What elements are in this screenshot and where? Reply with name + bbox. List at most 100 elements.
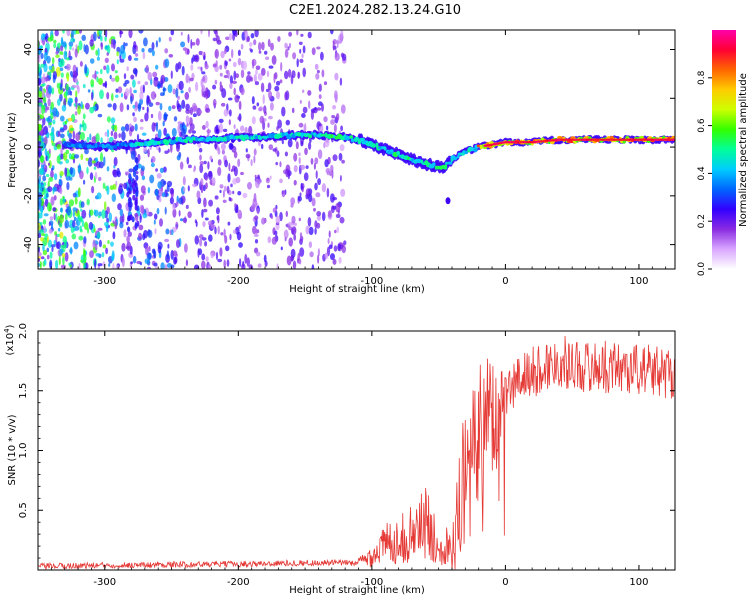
spectrogram-noise-cell bbox=[255, 69, 258, 75]
spectrogram-noise-cell bbox=[150, 91, 156, 100]
spectrogram-noise-cell bbox=[72, 192, 77, 198]
spectrogram-noise-cell bbox=[254, 215, 259, 221]
spectrogram-noise-cell bbox=[231, 48, 234, 59]
spectrogram-noise-cell bbox=[78, 30, 83, 34]
spectrogram-noise-cell bbox=[105, 247, 108, 255]
spectrogram-noise-cell bbox=[309, 251, 314, 258]
spectrogram-noise-cell bbox=[314, 157, 319, 165]
spectrogram-noise-cell bbox=[300, 182, 303, 191]
spectrogram-noise-cell bbox=[256, 207, 260, 215]
spectrogram-noise-cell bbox=[66, 63, 71, 71]
spectrogram-noise-cell bbox=[104, 222, 109, 227]
spectrogram-noise-cell bbox=[69, 71, 73, 76]
spectrogram-noise-cell bbox=[142, 84, 145, 94]
spectrogram-noise-cell bbox=[52, 57, 55, 65]
spectrogram-noise-cell bbox=[203, 55, 206, 61]
spectrogram-noise-cell bbox=[89, 209, 94, 216]
spectrogram-noise-cell bbox=[267, 236, 272, 244]
spectrogram-noise-cell bbox=[40, 155, 44, 164]
spectrogram-noise-cell bbox=[192, 105, 198, 111]
spectrogram-noise-cell bbox=[184, 91, 190, 100]
spectrogram-noise-cell bbox=[125, 221, 129, 226]
spectrogram-noise-cell bbox=[201, 260, 206, 269]
spectrogram-noise-cell bbox=[229, 233, 232, 241]
snr-panel: -300 -200 -100 0 100 0.5 1.0 1.5 2.0 Height of … bbox=[3, 323, 676, 596]
spectrogram-ridge-peak bbox=[521, 141, 526, 144]
spectrogram-noise-cell bbox=[78, 131, 81, 135]
spectrogram-noise-cell bbox=[323, 81, 328, 86]
spectrogram-noise-cell bbox=[240, 69, 245, 78]
spectrogram-noise-cell bbox=[250, 33, 255, 39]
spectrogram-noise-cell bbox=[248, 125, 253, 135]
spectrogram-noise-cell bbox=[123, 182, 128, 189]
spectrogram-noise-cell bbox=[237, 116, 241, 121]
spectrogram-ridge-peak bbox=[559, 138, 564, 141]
spectrogram-noise-cell bbox=[220, 232, 224, 236]
spectrogram-noise-cell bbox=[74, 48, 78, 58]
spectrogram-noise-cell bbox=[223, 228, 226, 238]
spectrogram-noise-cell bbox=[248, 264, 254, 269]
spectrogram-noise-cell bbox=[59, 133, 65, 139]
spectrogram-noise-cell bbox=[261, 143, 264, 150]
spectrogram-noise-cell bbox=[266, 184, 271, 189]
spectrogram-noise-cell bbox=[247, 71, 251, 75]
colorbar-label: Normalized spectral amplitude bbox=[738, 73, 749, 227]
spectrogram-noise-cell bbox=[46, 106, 50, 111]
spectrogram-noise-cell bbox=[261, 67, 266, 76]
spectrogram-noise-cell bbox=[192, 113, 197, 118]
spectrogram-noise-cell bbox=[169, 196, 174, 205]
spectrogram-noise-cell bbox=[321, 183, 327, 193]
spectrogram-noise-cell bbox=[246, 74, 251, 83]
spectrogram-noise-cell bbox=[79, 61, 83, 67]
spectrogram-noise-cell bbox=[300, 164, 306, 170]
spectrogram-noise-cell bbox=[201, 237, 207, 241]
spectrogram-noise-cell bbox=[138, 232, 143, 240]
spectrogram-noise-cell bbox=[128, 168, 134, 173]
spectrogram-noise-cell bbox=[142, 106, 145, 110]
spectrogram-noise-cell bbox=[157, 181, 163, 189]
snr-series-line bbox=[38, 335, 675, 570]
spectrogram-noise-cell bbox=[52, 119, 56, 125]
spectrogram-noise-cell bbox=[268, 90, 273, 100]
spectrogram-noise-cell bbox=[298, 152, 301, 156]
spectrogram-noise-cell bbox=[81, 209, 87, 219]
spectrogram-noise-cell bbox=[324, 138, 330, 148]
spectrogram-noise-cell bbox=[341, 159, 345, 164]
spectrogram-noise-cell bbox=[112, 169, 117, 176]
spectrogram-noise-cell bbox=[63, 124, 68, 131]
spectrogram-noise-cell bbox=[73, 216, 77, 222]
spectrogram-noise-cell bbox=[179, 218, 184, 222]
spectrogram-streak-cell bbox=[134, 204, 138, 211]
spectrogram-noise-cell bbox=[58, 178, 62, 186]
spectrogram-noise-cell bbox=[102, 244, 107, 249]
spectrogram-noise-cell bbox=[249, 42, 253, 47]
spectrogram-noise-cell bbox=[155, 121, 159, 132]
spectrogram-noise-cell bbox=[199, 238, 203, 247]
spectrogram-noise-cell bbox=[43, 196, 48, 200]
spectrogram-noise-cell bbox=[152, 71, 158, 78]
snr-x-tick-label: -300 bbox=[93, 577, 116, 588]
spectrogram-noise-cell bbox=[47, 98, 51, 107]
spectrogram-noise-cell bbox=[310, 110, 314, 120]
spectrogram-noise-cell bbox=[329, 171, 332, 177]
spectrogram-noise-cell bbox=[148, 47, 153, 53]
spectrogram-noise-cell bbox=[97, 47, 100, 58]
spectrogram-noise-cell bbox=[112, 262, 115, 269]
spectrogram-noise-cell bbox=[123, 229, 127, 238]
spectrogram-noise-cell bbox=[314, 220, 318, 229]
spectrogram-noise-cell bbox=[287, 138, 293, 148]
spectrogram-noise-cell bbox=[115, 180, 118, 187]
spectrogram-streak-cell bbox=[135, 174, 139, 181]
spectrogram-noise-cell bbox=[229, 143, 234, 150]
spectrogram-noise-cell bbox=[168, 54, 174, 58]
spectrogram-noise-cell bbox=[175, 221, 179, 230]
spectrogram-noise-cell bbox=[57, 227, 61, 232]
spectrogram-noise-cell bbox=[52, 71, 58, 80]
spectrogram-noise-cell bbox=[40, 52, 44, 60]
spectrogram-ridge-cell bbox=[447, 161, 453, 165]
spectrogram-noise-cell bbox=[176, 99, 179, 110]
spectrogram-noise-cell bbox=[274, 72, 278, 80]
spectrogram-noise-cell bbox=[202, 125, 206, 130]
spectrogram-noise-cell bbox=[170, 30, 175, 36]
spectrogram-noise-cell bbox=[285, 90, 290, 101]
